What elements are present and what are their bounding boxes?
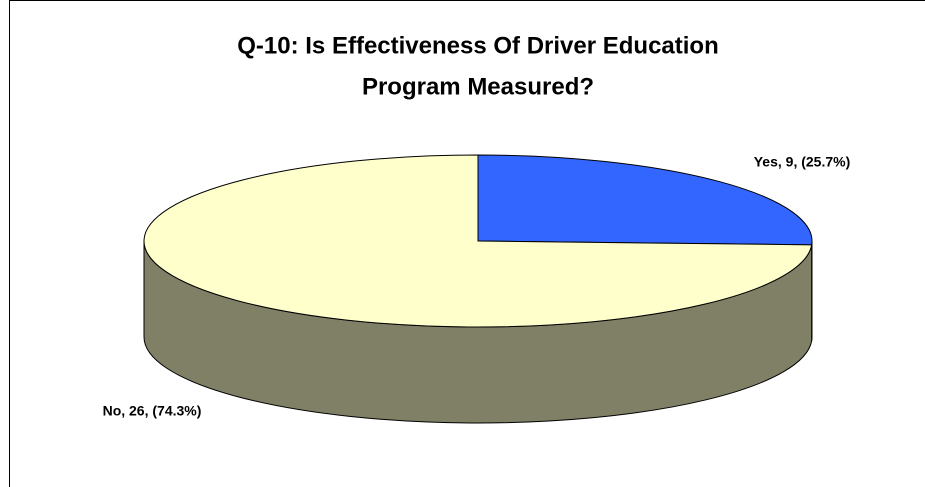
data-label: No, 26, (74.3%) — [103, 403, 202, 419]
chart-title: Q-10: Is Effectiveness Of Driver Educati… — [237, 32, 719, 59]
data-label: Yes, 9, (25.7%) — [754, 154, 851, 170]
slice — [477, 154, 813, 246]
slice — [143, 154, 813, 328]
chart-border — [9, 0, 925, 487]
chart-title: Program Measured? — [362, 73, 594, 100]
